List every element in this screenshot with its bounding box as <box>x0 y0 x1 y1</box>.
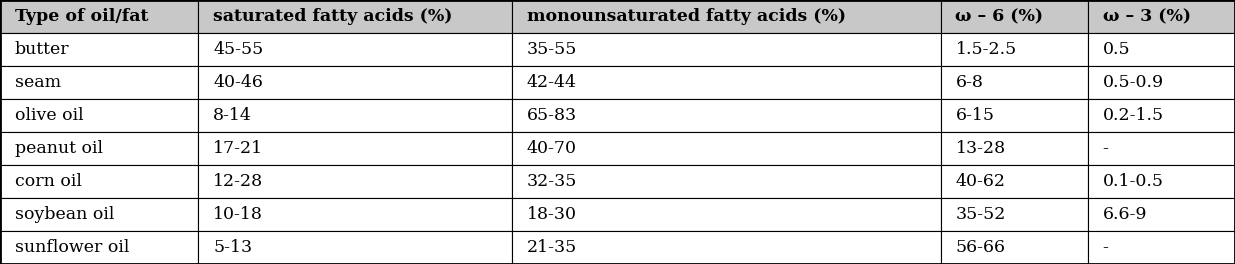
Bar <box>199 132 513 165</box>
Bar <box>941 231 1088 264</box>
Bar <box>1088 66 1235 99</box>
Text: 42-44: 42-44 <box>527 74 577 91</box>
Bar <box>199 33 513 66</box>
Text: 40-62: 40-62 <box>956 173 1005 190</box>
Text: 35-52: 35-52 <box>956 206 1005 223</box>
Bar <box>941 66 1088 99</box>
Text: -: - <box>1103 140 1109 157</box>
Text: soybean oil: soybean oil <box>15 206 114 223</box>
Bar <box>0 198 199 231</box>
Text: 35-55: 35-55 <box>527 41 577 58</box>
Bar <box>941 0 1088 33</box>
Text: peanut oil: peanut oil <box>15 140 103 157</box>
Text: 21-35: 21-35 <box>527 239 577 256</box>
Text: 10-18: 10-18 <box>214 206 263 223</box>
Bar <box>513 132 941 165</box>
Text: 12-28: 12-28 <box>214 173 263 190</box>
Text: 40-46: 40-46 <box>214 74 263 91</box>
Bar <box>513 99 941 132</box>
Bar <box>0 165 199 198</box>
Text: monounsaturated fatty acids (%): monounsaturated fatty acids (%) <box>527 8 846 25</box>
Bar <box>199 0 513 33</box>
Bar <box>199 99 513 132</box>
Bar <box>941 99 1088 132</box>
Text: butter: butter <box>15 41 69 58</box>
Text: saturated fatty acids (%): saturated fatty acids (%) <box>214 8 452 25</box>
Text: seam: seam <box>15 74 61 91</box>
Bar <box>513 231 941 264</box>
Bar <box>0 132 199 165</box>
Text: ω – 6 (%): ω – 6 (%) <box>956 8 1044 25</box>
Bar <box>1088 33 1235 66</box>
Bar <box>0 231 199 264</box>
Bar <box>941 165 1088 198</box>
Bar <box>513 66 941 99</box>
Text: sunflower oil: sunflower oil <box>15 239 130 256</box>
Text: 40-70: 40-70 <box>527 140 577 157</box>
Text: 18-30: 18-30 <box>527 206 577 223</box>
Text: 6.6-9: 6.6-9 <box>1103 206 1147 223</box>
Text: ω – 3 (%): ω – 3 (%) <box>1103 8 1191 25</box>
Bar <box>1088 231 1235 264</box>
Bar <box>941 198 1088 231</box>
Bar <box>199 231 513 264</box>
Bar <box>513 0 941 33</box>
Text: corn oil: corn oil <box>15 173 82 190</box>
Text: olive oil: olive oil <box>15 107 84 124</box>
Text: 1.5-2.5: 1.5-2.5 <box>956 41 1016 58</box>
Bar <box>199 165 513 198</box>
Bar <box>199 198 513 231</box>
Text: 45-55: 45-55 <box>214 41 263 58</box>
Bar <box>0 66 199 99</box>
Text: 65-83: 65-83 <box>527 107 577 124</box>
Bar <box>513 33 941 66</box>
Bar <box>1088 198 1235 231</box>
Text: 17-21: 17-21 <box>214 140 263 157</box>
Text: 0.5: 0.5 <box>1103 41 1130 58</box>
Text: 6-8: 6-8 <box>956 74 983 91</box>
Text: 8-14: 8-14 <box>214 107 252 124</box>
Bar <box>0 0 199 33</box>
Text: -: - <box>1103 239 1109 256</box>
Bar <box>0 99 199 132</box>
Bar <box>513 198 941 231</box>
Text: 5-13: 5-13 <box>214 239 252 256</box>
Bar <box>513 165 941 198</box>
Text: 0.5-0.9: 0.5-0.9 <box>1103 74 1163 91</box>
Text: Type of oil/fat: Type of oil/fat <box>15 8 148 25</box>
Bar <box>941 33 1088 66</box>
Bar <box>1088 99 1235 132</box>
Text: 0.1-0.5: 0.1-0.5 <box>1103 173 1163 190</box>
Text: 0.2-1.5: 0.2-1.5 <box>1103 107 1163 124</box>
Bar <box>941 132 1088 165</box>
Bar <box>1088 132 1235 165</box>
Bar <box>1088 0 1235 33</box>
Text: 32-35: 32-35 <box>527 173 577 190</box>
Bar <box>199 66 513 99</box>
Text: 13-28: 13-28 <box>956 140 1005 157</box>
Bar <box>1088 165 1235 198</box>
Text: 56-66: 56-66 <box>956 239 1005 256</box>
Bar <box>0 33 199 66</box>
Text: 6-15: 6-15 <box>956 107 994 124</box>
